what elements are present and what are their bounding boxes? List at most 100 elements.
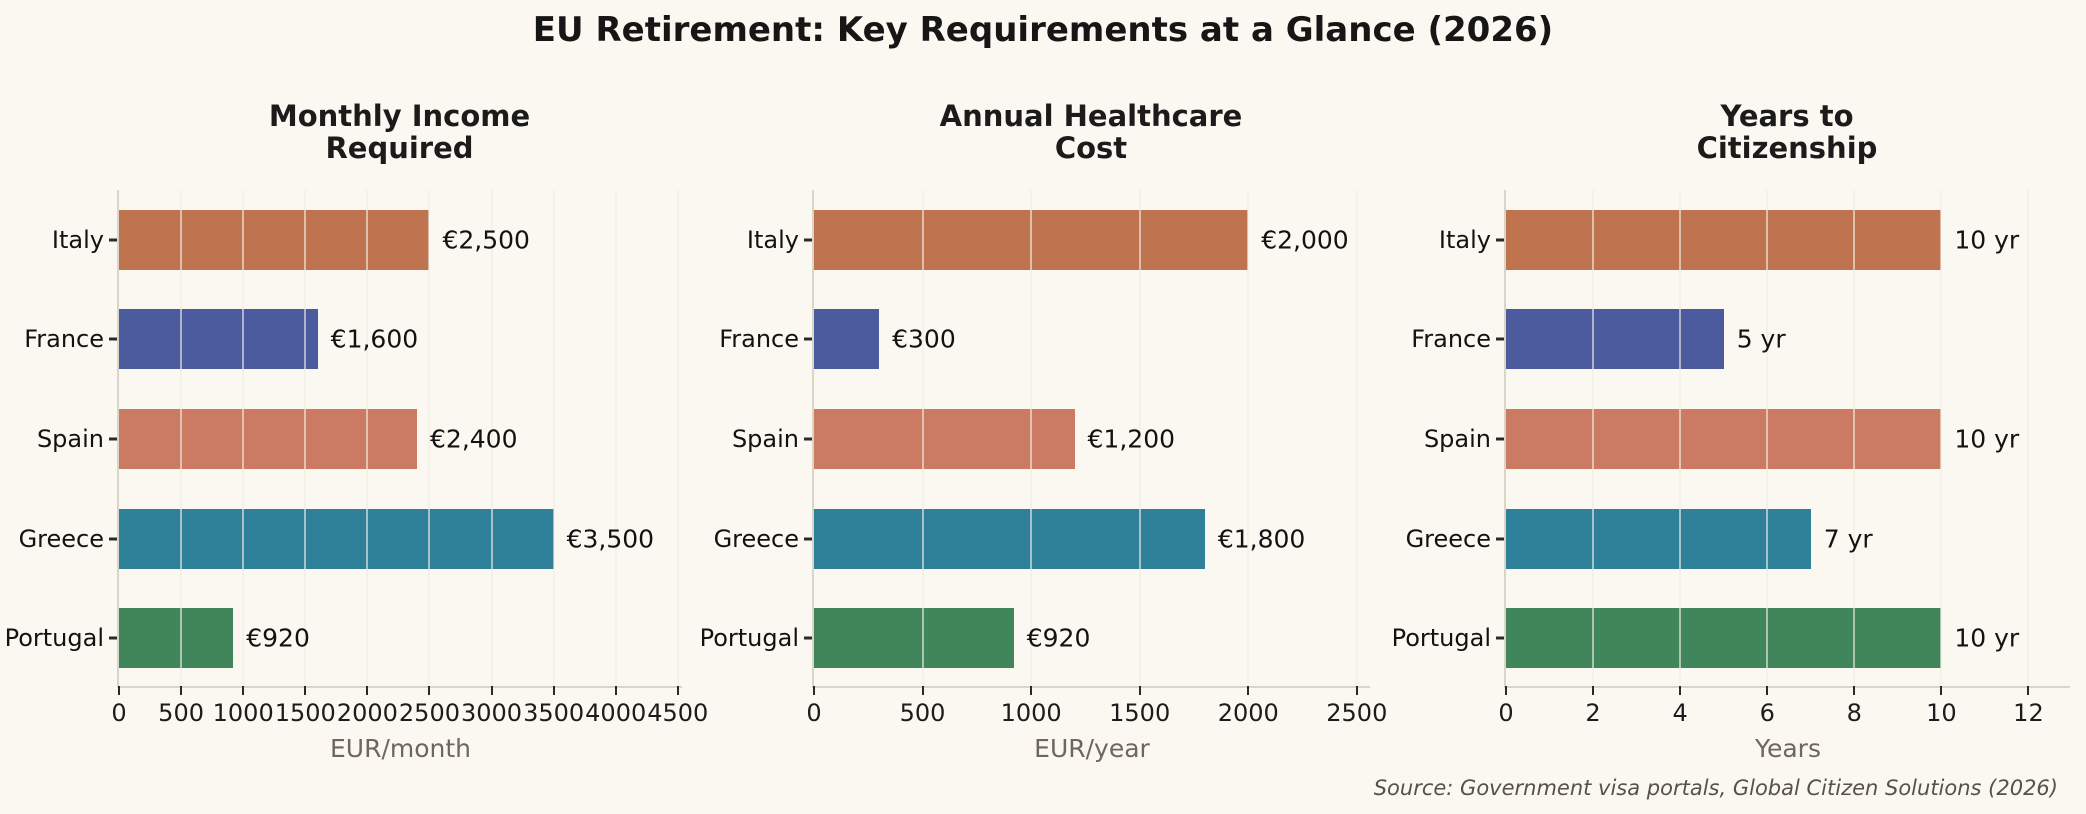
plot-area-2: €2,000 Italy €300 France €1,200 Spain €1,800 Gr… <box>700 190 1387 763</box>
category-label-france: France <box>24 325 104 354</box>
x-axis-label-years: Years <box>1755 734 1821 763</box>
x-tick-mark <box>552 686 555 695</box>
x-tick-mark <box>921 686 924 695</box>
x-tick-label: 4500 <box>647 699 709 727</box>
category-label-italy: Italy <box>51 225 104 254</box>
gridline <box>428 190 431 686</box>
x-tick-label: 10 <box>1926 699 1957 727</box>
bar-portugal <box>1506 608 1942 669</box>
x-tick-label: 1500 <box>274 699 336 727</box>
bar-value-label: 10 yr <box>1954 623 2020 653</box>
subplot-title-eur-month: Monthly Income Required <box>268 99 531 166</box>
gridline <box>1355 190 1358 686</box>
figure-title: EU Retirement: Key Requirements at a Gla… <box>532 10 1554 50</box>
gridline <box>242 190 245 686</box>
x-tick-label: 1000 <box>1000 699 1062 727</box>
bar-portugal <box>119 608 234 669</box>
gridline <box>366 190 369 686</box>
subplot-title-eur-year: Annual Healthcare Cost <box>939 99 1243 166</box>
plot-area-3: 10 yr Italy 5 yr France 10 yr Spain 7 yr Greece… <box>1392 190 2070 763</box>
gridline <box>1940 190 1943 686</box>
x-tick-mark <box>428 686 431 695</box>
category-label-greece: Greece <box>1405 524 1491 553</box>
bar-france <box>814 309 880 370</box>
bar-france <box>119 309 318 370</box>
bar-france <box>1506 309 1724 370</box>
subplot-title-years: Years to Citizenship <box>1696 99 1878 166</box>
x-tick-mark <box>1138 686 1141 695</box>
bar-greece <box>1506 508 1811 569</box>
bar-value-label: €2,400 <box>430 424 518 454</box>
y-tick-mark <box>804 537 812 541</box>
x-tick-mark <box>1030 686 1033 695</box>
gridline <box>552 190 555 686</box>
bar-spain <box>119 409 418 469</box>
x-tick-mark <box>614 686 617 695</box>
x-tick-mark <box>366 686 369 695</box>
y-tick-mark <box>109 636 117 640</box>
x-tick-mark <box>1355 686 1358 695</box>
x-tick-label: 8 <box>1846 699 1862 727</box>
y-tick-mark <box>804 636 812 640</box>
bar-spain <box>1506 409 1942 469</box>
y-tick-mark <box>1496 636 1504 640</box>
category-label-portugal: Portugal <box>4 624 104 653</box>
x-tick-label: 6 <box>1759 699 1775 727</box>
y-tick-mark <box>109 337 117 341</box>
category-label-spain: Spain <box>1423 425 1491 453</box>
x-tick-label: 3500 <box>523 699 585 727</box>
x-tick-mark <box>1505 686 1507 695</box>
x-tick-label: 3000 <box>460 699 523 727</box>
x-tick-mark <box>1940 686 1943 695</box>
category-label-spain: Spain <box>731 425 799 453</box>
bar-value-label: 10 yr <box>1954 424 2020 454</box>
x-tick-mark <box>813 686 815 695</box>
x-tick-label: 2000 <box>336 699 398 727</box>
y-tick-mark <box>1496 537 1504 541</box>
bar-spain <box>814 409 1075 469</box>
x-tick-mark <box>1853 686 1856 695</box>
gridline <box>1030 190 1033 686</box>
x-tick-mark <box>118 686 120 695</box>
y-tick-mark <box>804 238 812 242</box>
gridline <box>1247 190 1250 686</box>
y-tick-mark <box>1496 238 1504 242</box>
x-tick-mark <box>490 686 493 695</box>
x-tick-label: 500 <box>158 699 204 727</box>
bar-value-label: €1,200 <box>1087 424 1176 454</box>
bar-value-label: €920 <box>246 623 310 653</box>
bar-value-label: €920 <box>1026 623 1091 653</box>
x-tick-mark <box>676 686 679 695</box>
gridline <box>304 190 307 686</box>
bar-value-label: €1,800 <box>1217 524 1306 554</box>
category-label-france: France <box>1411 325 1491 354</box>
bar-greece <box>814 508 1205 569</box>
gridline <box>180 190 183 686</box>
category-label-portugal: Portugal <box>1391 624 1491 653</box>
bar-value-label: €2,500 <box>442 225 530 255</box>
gridline <box>1679 190 1682 686</box>
x-tick-label: 500 <box>899 699 946 727</box>
x-tick-label: 2500 <box>1326 699 1388 727</box>
gridline <box>2027 190 2030 686</box>
bar-value-label: €300 <box>892 324 956 354</box>
x-tick-mark <box>242 686 245 695</box>
y-tick-mark <box>109 238 117 242</box>
x-tick-mark <box>1766 686 1769 695</box>
gridline <box>1138 190 1141 686</box>
x-axis-label-eur-month: EUR/month <box>329 734 472 763</box>
category-label-greece: Greece <box>713 524 799 553</box>
category-label-italy: Italy <box>746 225 799 254</box>
category-label-greece: Greece <box>18 524 104 553</box>
bar-value-label: 5 yr <box>1736 324 1786 354</box>
plot-area-1: €2,500 Italy €1,600 France €2,400 Spain €3,500… <box>5 190 708 763</box>
x-tick-mark <box>2027 686 2030 695</box>
x-tick-label: 0 <box>1498 699 1514 727</box>
gridline <box>614 190 617 686</box>
x-tick-label: 2 <box>1585 699 1601 727</box>
x-tick-label: 12 <box>2013 699 2044 727</box>
x-tick-mark <box>1679 686 1682 695</box>
source-note: Source: Government visa portals, Global … <box>1373 776 2058 800</box>
category-label-france: France <box>719 325 799 354</box>
x-tick-mark <box>1592 686 1595 695</box>
